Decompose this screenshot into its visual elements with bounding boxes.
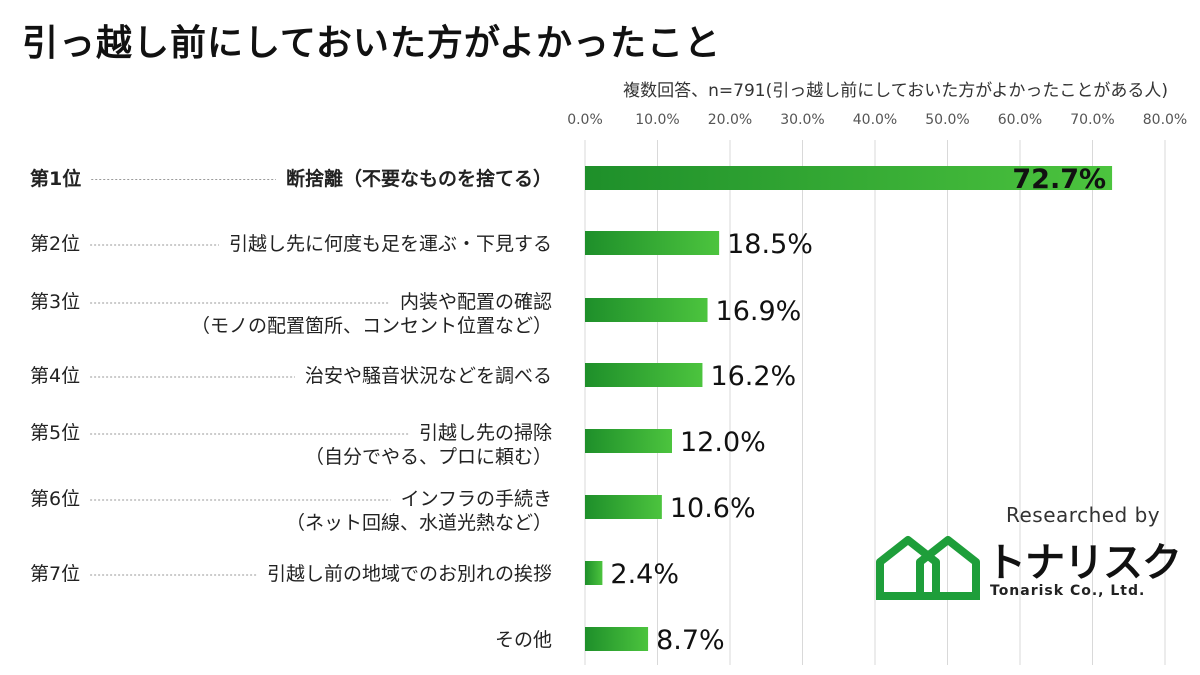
house-icon xyxy=(876,536,980,600)
x-tick-label: 10.0% xyxy=(635,112,679,128)
x-tick-label: 0.0% xyxy=(567,112,603,128)
value-label: 8.7% xyxy=(656,625,725,656)
brand-name-en: Tonarisk Co., Ltd. xyxy=(990,583,1146,599)
value-label: 16.2% xyxy=(710,361,796,392)
value-label: 2.4% xyxy=(610,559,679,590)
bar xyxy=(585,561,603,585)
x-tick-label: 20.0% xyxy=(708,112,752,128)
value-label: 18.5% xyxy=(727,229,813,260)
category-label: 断捨離（不要なものを捨てる） xyxy=(286,167,552,190)
value-label: 72.7% xyxy=(1012,164,1106,195)
bar xyxy=(585,231,720,255)
x-tick-label: 40.0% xyxy=(853,112,897,128)
chart-title: 引っ越し前にしておいた方がよかったこと xyxy=(22,23,722,64)
bar xyxy=(585,429,672,453)
value-label: 12.0% xyxy=(680,427,766,458)
bar xyxy=(585,363,703,387)
x-tick-label: 70.0% xyxy=(1070,112,1114,128)
category-label: 治安や騒音状況などを調べる xyxy=(305,365,552,387)
category-label: 引越し先に何度も足を運ぶ・下見する xyxy=(229,233,552,255)
rank-label: 第1位 xyxy=(30,167,81,190)
value-label: 16.9% xyxy=(716,296,802,327)
bar xyxy=(585,166,1113,190)
category-label: 引越し前の地域でのお別れの挨拶 xyxy=(267,563,552,585)
x-tick-label: 30.0% xyxy=(780,112,824,128)
category-label: （自分でやる、プロに頼む） xyxy=(305,446,552,468)
value-label: 10.6% xyxy=(670,493,756,524)
rank-label: 第6位 xyxy=(30,488,80,510)
bar xyxy=(585,495,662,519)
rank-label: 第2位 xyxy=(30,233,80,255)
x-tick-label: 80.0% xyxy=(1143,112,1187,128)
rank-label: 第5位 xyxy=(30,422,80,444)
rank-label: 第4位 xyxy=(30,365,80,387)
bar xyxy=(585,627,649,651)
category-label: 引越し先の掃除 xyxy=(419,422,552,444)
rank-label: 第7位 xyxy=(30,563,80,585)
company-logo xyxy=(876,536,980,600)
x-tick-label: 60.0% xyxy=(998,112,1042,128)
category-label: 内装や配置の確認 xyxy=(400,291,552,313)
researched-by-label: Researched by xyxy=(1006,503,1161,527)
category-label: （モノの配置箇所、コンセント位置など） xyxy=(191,315,552,337)
brand-name: トナリスク xyxy=(986,540,1182,586)
bar xyxy=(585,298,708,322)
category-label: インフラの手続き xyxy=(401,488,552,510)
x-tick-label: 50.0% xyxy=(925,112,969,128)
rank-label: 第3位 xyxy=(30,291,80,313)
category-label: （ネット回線、水道光熱など） xyxy=(286,512,552,534)
chart-subtitle: 複数回答、n=791(引っ越し前にしておいた方がよかったことがある人) xyxy=(623,81,1168,101)
category-label: その他 xyxy=(495,629,552,651)
